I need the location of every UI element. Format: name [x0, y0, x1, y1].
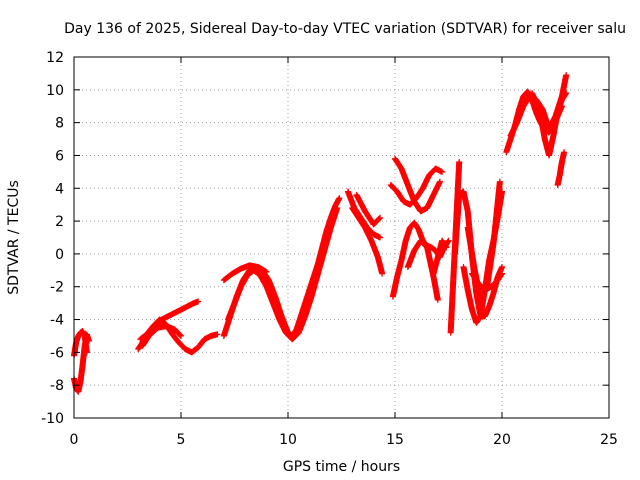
y-tick-label: -10 — [41, 411, 64, 427]
grid — [74, 57, 609, 418]
data-point — [561, 149, 568, 156]
data-point — [334, 204, 341, 211]
data-point — [456, 159, 463, 166]
plot-frame — [73, 56, 610, 419]
x-tick-label: 20 — [493, 432, 511, 448]
y-axis-label: SDTVAR / TECUs — [6, 180, 22, 295]
y-tick-label: 0 — [55, 247, 64, 263]
x-axis-label: GPS time / hours — [283, 459, 400, 475]
axis-ticks: 0 5 10 15 20 25 -10 -8 -6 -4 -2 0 2 4 6 8 10 12 — [41, 50, 618, 448]
y-tick-label: 2 — [55, 214, 64, 230]
y-tick-label: 6 — [55, 148, 64, 164]
x-tick-label: 0 — [70, 432, 79, 448]
data-point — [379, 270, 386, 277]
y-tick-label: 8 — [55, 116, 64, 132]
data-point — [563, 72, 570, 79]
data-point — [439, 168, 446, 175]
chart-title: Day 136 of 2025, Sidereal Day-to-day VTE… — [64, 21, 626, 37]
x-tick-label: 10 — [279, 432, 297, 448]
y-tick-label: -4 — [50, 313, 64, 329]
y-tick-label: 10 — [46, 83, 64, 99]
data-point — [83, 349, 90, 356]
y-tick-label: 12 — [46, 50, 64, 66]
data-point — [436, 178, 443, 185]
data-point — [563, 90, 570, 97]
data-point — [214, 331, 221, 338]
data-point — [178, 332, 184, 339]
data-point — [434, 296, 441, 303]
data-point — [377, 234, 384, 241]
data-point — [336, 195, 343, 202]
data-point — [377, 214, 384, 221]
data-point — [443, 244, 450, 251]
y-tick-label: -8 — [50, 378, 64, 394]
data-point — [445, 237, 452, 244]
x-tick-label: 15 — [386, 432, 404, 448]
y-tick-label: -6 — [50, 345, 64, 361]
y-tick-label: -2 — [50, 280, 64, 296]
data-point — [195, 298, 202, 305]
data-point — [496, 178, 503, 185]
data-point — [263, 268, 270, 275]
data-point — [499, 270, 505, 277]
data-point — [499, 264, 505, 271]
x-tick-label: 25 — [600, 432, 618, 448]
data-points — [71, 72, 570, 395]
x-tick-label: 5 — [177, 432, 186, 448]
y-tick-label: 4 — [55, 181, 64, 197]
